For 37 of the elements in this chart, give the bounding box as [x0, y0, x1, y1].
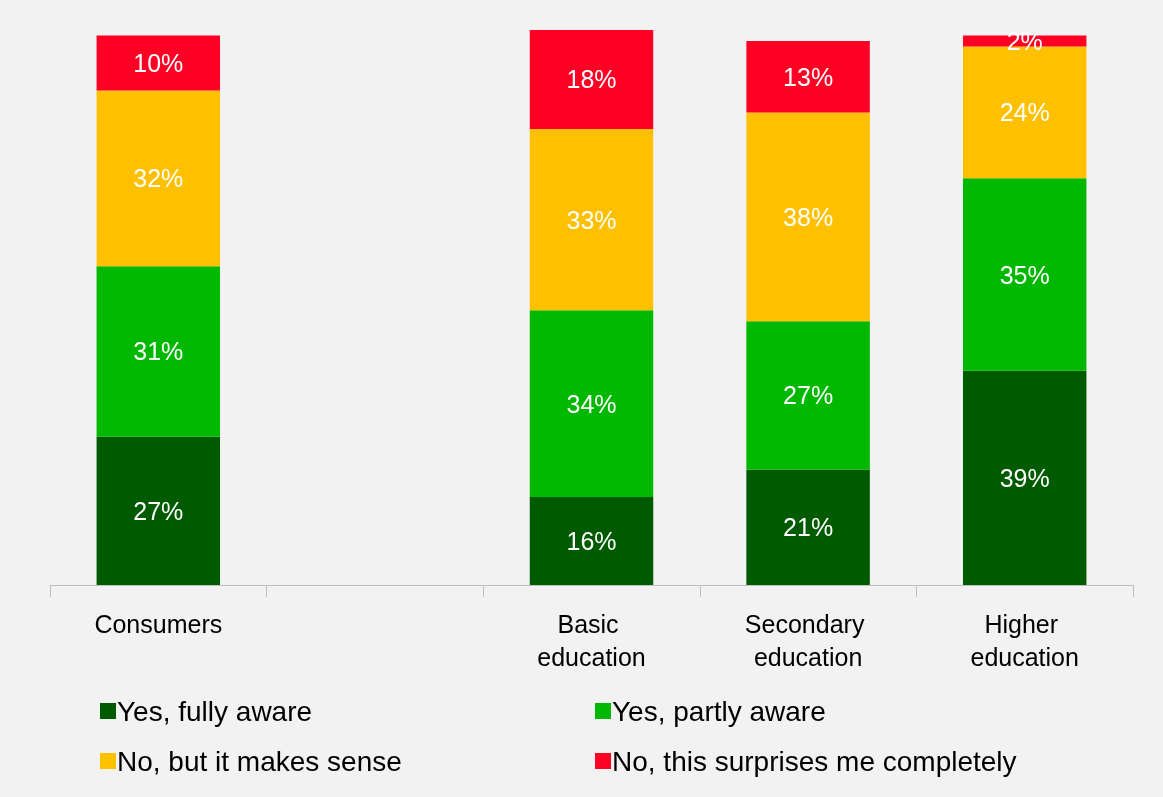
x-tick-label: Secondary education: [744, 609, 872, 671]
bar: [746, 40, 870, 113]
bar: [96, 90, 221, 267]
x-tick-label: Basic education: [537, 609, 646, 671]
data-label: 13%: [783, 62, 834, 91]
data-label: 18%: [566, 65, 617, 94]
data-label: 38%: [783, 202, 834, 231]
bar: [529, 30, 654, 129]
legend-label: No, but it makes sense: [117, 745, 402, 777]
x-tick-label: Higher education: [970, 609, 1079, 671]
bar: [96, 35, 221, 91]
x-tick-label: Consumers: [94, 609, 223, 638]
data-label: 16%: [566, 527, 617, 556]
bar: [529, 128, 654, 311]
bar: [529, 310, 654, 498]
legend-label: No, this surprises me completely: [612, 745, 1017, 777]
bar: [746, 112, 870, 322]
data-label: 34%: [566, 389, 617, 418]
bar: [529, 497, 654, 585]
bar: [96, 266, 221, 437]
data-label: 32%: [133, 164, 184, 193]
data-label: 21%: [783, 513, 834, 542]
legend-label: Yes, partly aware: [612, 695, 826, 727]
data-label: 27%: [133, 496, 184, 525]
data-label: 24%: [999, 98, 1050, 127]
bar: [962, 370, 1087, 585]
legend-label: Yes, fully aware: [117, 695, 313, 727]
data-label: 39%: [999, 463, 1050, 492]
data-label: 33%: [566, 205, 617, 234]
data-label: 10%: [133, 48, 184, 77]
bar: [96, 436, 221, 585]
data-label: 31%: [133, 337, 184, 366]
data-label: 27%: [783, 381, 834, 410]
data-label: 35%: [999, 260, 1050, 289]
bar: [962, 178, 1087, 371]
bar: [746, 469, 870, 585]
bar: [746, 321, 870, 470]
